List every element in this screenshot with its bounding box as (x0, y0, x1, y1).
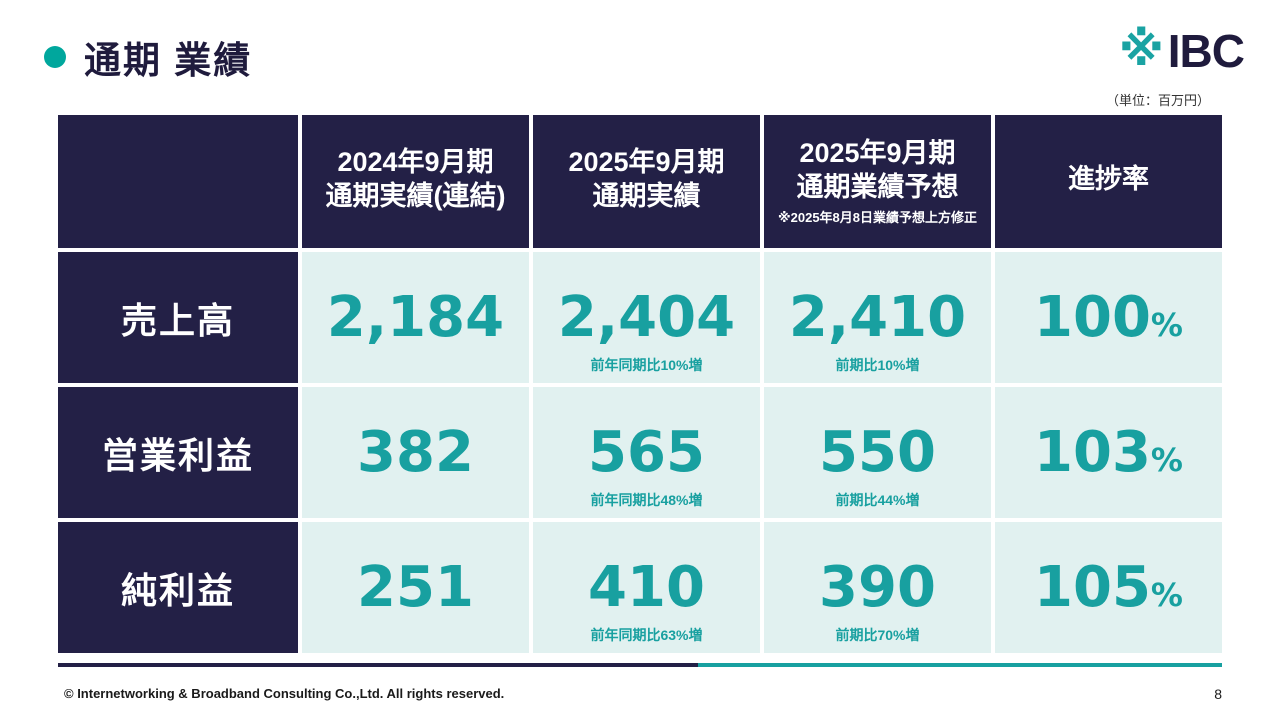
cell-number: 2,404 (557, 284, 736, 350)
cell-number: 2,410 (788, 284, 967, 350)
cell-number: 565 (588, 419, 705, 485)
col-header-fy2025-actual: 2025年9月期 通期実績 (533, 115, 760, 248)
cell-value: 382 (357, 424, 474, 481)
row-header-label: 純利益 (120, 569, 235, 611)
col-header-line1: 2025年9月期 (568, 147, 725, 178)
cell-number: 382 (357, 419, 474, 485)
financial-results-table: 2024年9月期 通期実績(連結) 2025年9月期 通期実績 2025年9月期… (58, 115, 1222, 653)
col-header-line1: 2024年9月期 (337, 147, 494, 178)
cell-value: 2,410 (789, 289, 966, 346)
cell-value: 100% (1034, 289, 1183, 346)
cell-suffix: % (1150, 440, 1183, 479)
table-cell-sales-fy2025-actual: 2,404 前年同期比10%増 (533, 252, 760, 383)
page-number: 8 (1214, 686, 1222, 702)
cell-note: 前期比44%増 (835, 492, 920, 508)
cell-note: 前期比70%増 (835, 627, 920, 643)
cell-suffix: % (1150, 575, 1183, 614)
unit-note: （単位：百万円） (1105, 93, 1210, 108)
cell-number: 251 (357, 554, 474, 620)
cell-value: 390 (819, 559, 936, 616)
table-cell-sales-progress: 100% (995, 252, 1222, 383)
col-header-line2: 通期実績(連結) (325, 181, 506, 211)
cell-value: 410 (588, 559, 705, 616)
table-cell-np-fy2024: 251 (302, 522, 529, 653)
cell-value: 103% (1034, 424, 1183, 481)
cell-note: 前期比10%増 (835, 357, 920, 373)
cell-value: 2,184 (327, 289, 504, 346)
table-cell-np-progress: 105% (995, 522, 1222, 653)
col-header-progress-rate: 進捗率 (995, 115, 1222, 248)
table-cell-op-fy2024: 382 (302, 387, 529, 518)
row-header-label: 売上高 (120, 299, 235, 341)
table-cell-op-fy2025-forecast: 550 前期比44%増 (764, 387, 991, 518)
copyright-text: © Internetworking & Broadband Consulting… (64, 686, 505, 701)
col-header-fy2024-actual: 2024年9月期 通期実績(連結) (302, 115, 529, 248)
cell-number: 100 (1034, 284, 1151, 350)
col-header-line1: 進捗率 (1068, 164, 1149, 195)
col-header-line1: 2025年9月期 (799, 137, 956, 168)
cell-number: 550 (819, 419, 936, 485)
cell-value: 251 (357, 559, 474, 616)
row-header-label: 営業利益 (101, 434, 254, 476)
table-cell-sales-fy2024: 2,184 (302, 252, 529, 383)
table-cell-op-fy2025-actual: 565 前年同期比48%増 (533, 387, 760, 518)
title-bullet-icon (44, 46, 66, 68)
footer-divider (58, 663, 1222, 667)
cell-number: 410 (588, 554, 705, 620)
table-cell-sales-fy2025-forecast: 2,410 前期比10%増 (764, 252, 991, 383)
col-header-note: ※2025年8月8日業績予想上方修正 (777, 210, 978, 226)
col-header-line2: 通期実績 (592, 181, 701, 211)
ibc-logo: ※ IBC (1119, 23, 1245, 78)
cell-number: 105 (1034, 554, 1151, 620)
cell-note: 前年同期比10%増 (590, 357, 703, 373)
table-corner-cell (58, 115, 298, 248)
ibc-logo-mark-icon: ※ (1119, 23, 1164, 75)
page-title: 通期 業績 (84, 40, 253, 81)
cell-number: 2,184 (326, 284, 505, 350)
col-header-fy2025-forecast: 2025年9月期 通期業績予想 ※2025年8月8日業績予想上方修正 (764, 115, 991, 248)
slide-title-row: 通期 業績 (44, 30, 252, 84)
table-cell-op-progress: 103% (995, 387, 1222, 518)
cell-number: 390 (819, 554, 936, 620)
cell-note: 前年同期比48%増 (590, 492, 703, 508)
cell-note: 前年同期比63%増 (590, 627, 703, 643)
ibc-logo-text: IBC (1167, 25, 1245, 77)
table-cell-np-fy2025-forecast: 390 前期比70%増 (764, 522, 991, 653)
cell-suffix: % (1150, 305, 1183, 344)
cell-value: 565 (588, 424, 705, 481)
row-header-operating-profit: 営業利益 (58, 387, 298, 518)
cell-value: 105% (1034, 559, 1183, 616)
row-header-sales: 売上高 (58, 252, 298, 383)
cell-value: 550 (819, 424, 936, 481)
cell-number: 103 (1034, 419, 1151, 485)
col-header-line2: 通期業績予想 (796, 171, 959, 202)
cell-value: 2,404 (558, 289, 735, 346)
table-cell-np-fy2025-actual: 410 前年同期比63%増 (533, 522, 760, 653)
row-header-net-profit: 純利益 (58, 522, 298, 653)
